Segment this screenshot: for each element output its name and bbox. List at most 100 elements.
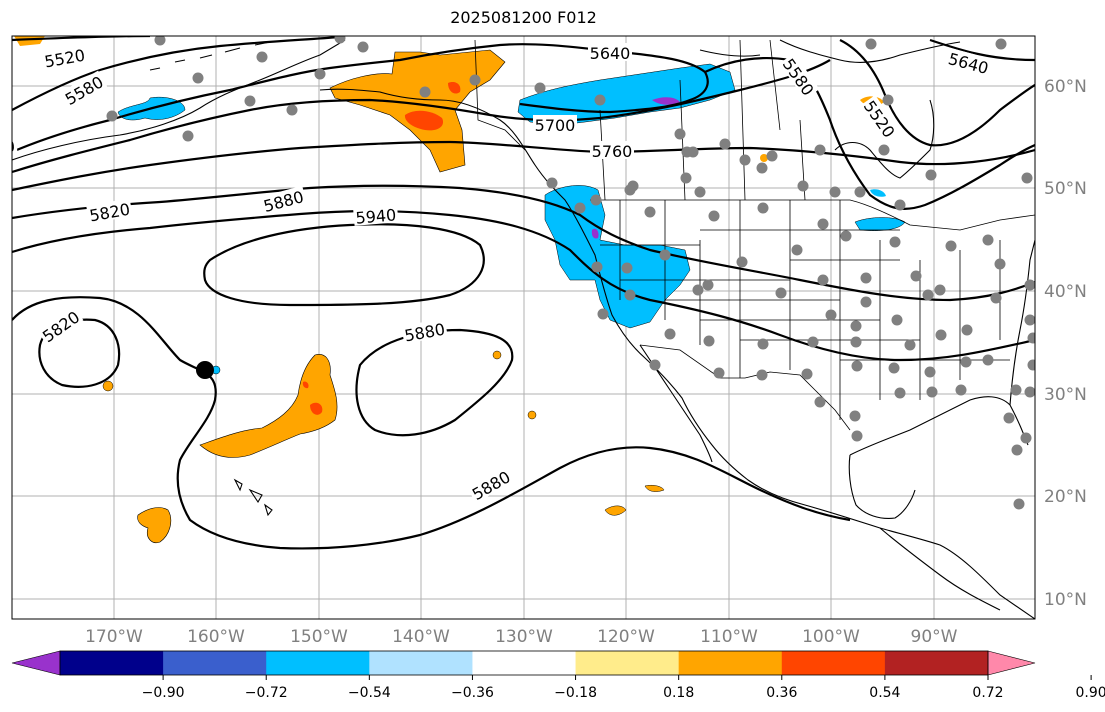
colorbar-tick-label: 0.54 [869,685,900,701]
lon-label: 90°W [911,627,958,647]
contour-5880-north [12,210,1035,362]
contour-5580-east [839,39,1035,147]
colorbar-segment [369,651,473,675]
coast-central-america [879,527,1001,611]
station-marker [1010,384,1022,396]
station-marker [692,284,704,296]
colorbar-outline [59,650,989,676]
shade-westcoast-purple [591,228,599,239]
station-marker [713,367,725,379]
station-marker [106,110,118,122]
shade-dot-3 [527,410,537,420]
station-marker [894,199,906,211]
colorbar-segment [163,651,267,675]
station-marker [664,328,676,340]
contour-5940 [203,223,485,307]
colorbar-segment [472,651,577,675]
shade-dot-5 [760,154,768,162]
station-marker [860,272,872,284]
station-marker [739,154,751,166]
map-frame [11,35,1036,620]
shade-alaska-red [404,110,444,131]
station-marker [594,94,606,106]
border-us-canada [590,199,1035,231]
station-marker [680,172,692,184]
station-marker [627,180,639,192]
station-marker [888,362,900,374]
station-marker [1024,314,1035,326]
map-title: 2025081200 F012 [450,8,597,27]
svg-text:5760: 5760 [592,142,633,161]
colorbar-tick-label: −0.54 [348,685,391,701]
station-marker [708,210,720,222]
station-marker [644,206,656,218]
station-marker [597,308,609,320]
station-marker [314,68,326,80]
station-marker [757,338,769,350]
coast-arctic [699,39,961,64]
station-marker [469,74,481,86]
contour-label: 5640 [588,43,632,63]
contour-5700 [12,59,831,174]
coast-aleutians [149,41,271,71]
station-marker [590,194,602,206]
station-marker [591,261,603,273]
station-marker [894,387,906,399]
shade-dot-2 [492,350,502,360]
station-marker [851,430,863,442]
colorbar-tick-label: −0.18 [554,685,597,701]
station-marker [703,335,715,347]
station-marker [935,329,947,341]
station-marker [982,234,994,246]
shade-alaska-red-2 [448,82,461,94]
station-marker [851,360,863,372]
station-marker [674,128,686,140]
colorbar-segment [884,651,989,675]
border-us-mexico [639,344,851,431]
station-marker [891,314,903,326]
station-marker [1027,359,1035,371]
station-marker [791,244,803,256]
shade-canada-purple [652,97,680,105]
shade-hudson-blue [870,189,886,197]
svg-text:5700: 5700 [535,116,576,135]
svg-text:5940: 5940 [355,205,397,227]
station-marker [829,186,841,198]
station-marker [256,51,268,63]
station-marker [882,94,894,106]
station-marker [817,218,829,230]
station-marker [419,86,431,98]
coast-north-america [12,39,1035,619]
contour-5880-ring [12,296,851,550]
station-marker [659,249,671,261]
station-marker [825,309,837,321]
station-markers [106,36,1035,510]
shade-lakes-blue [854,217,906,231]
contour-label: 5700 [533,115,577,135]
station-marker [687,146,699,158]
station-marker [719,138,731,150]
station-marker [994,258,1006,270]
height-contours [12,36,1035,550]
coast-hudson [834,99,935,179]
colorbar-tick-label: −0.36 [451,685,494,701]
lon-label: 120°W [597,627,655,647]
lon-label: 170°W [85,627,143,647]
station-marker [960,356,972,368]
station-marker [865,38,877,50]
station-marker [904,339,916,351]
station-marker [850,320,862,332]
station-marker [817,274,829,286]
lon-label: 140°W [392,627,450,647]
contour-5820-north [12,184,1035,302]
station-marker [982,354,994,366]
colorbar-segment [60,651,164,675]
lat-label: 50°N [1044,179,1087,199]
station-marker [154,36,166,46]
coast-east [1009,239,1035,406]
station-marker [1024,386,1035,398]
station-marker [849,410,861,422]
colorbar-extend-low [11,650,61,676]
station-marker [922,289,934,301]
